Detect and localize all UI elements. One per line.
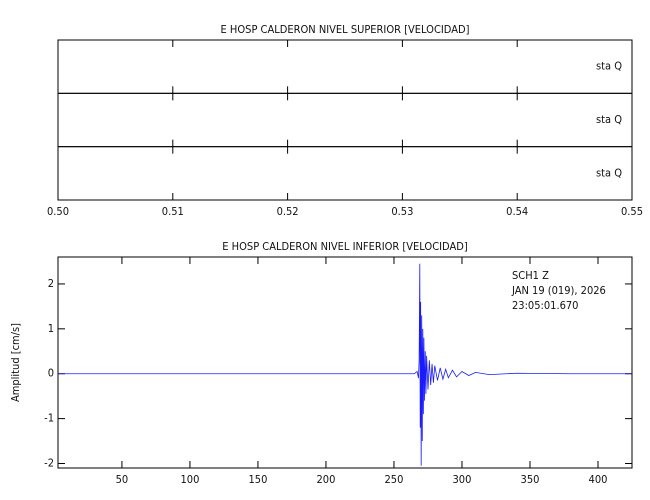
annotation: SCH1 Z [512,269,549,282]
waveform [58,263,632,466]
y-tick-label: 1 [48,322,54,335]
y-tick-label: 2 [48,277,54,290]
annotation: 23:05:01.670 [512,299,578,312]
x-tick-label: 0.53 [391,205,413,218]
panel-label: sta Q [596,60,622,73]
x-tick-label: 200 [317,473,336,486]
x-tick-label: 0.52 [277,205,299,218]
panel-label: sta Q [596,166,622,179]
panel-frame [57,146,633,201]
annotation: JAN 19 (019), 2026 [511,284,606,297]
x-tick-label: 350 [521,473,540,486]
panel-frame [57,92,633,148]
x-tick-label: 150 [249,473,268,486]
x-tick-label: 250 [385,473,404,486]
y-tick-label: -2 [44,457,54,470]
x-tick-label: 0.55 [621,205,643,218]
plot-frame [57,256,633,469]
y-tick-label: 0 [48,367,54,380]
x-tick-label: 300 [453,473,472,486]
y-tick-label: -1 [44,412,54,425]
x-tick-label: 50 [116,473,129,486]
x-tick-label: 0.51 [162,205,184,218]
x-tick-label: 400 [589,473,608,486]
x-tick-label: 0.50 [47,205,69,218]
y-axis-label: Amplitud [cm/s] [9,323,22,402]
x-tick-label: 0.54 [506,205,528,218]
chart-title: E HOSP CALDERON NIVEL SUPERIOR [VELOCIDA… [221,23,470,36]
panel-label: sta Q [596,113,622,126]
chart-title: E HOSP CALDERON NIVEL INFERIOR [VELOCIDA… [222,240,468,253]
panel-frame [57,39,633,94]
x-tick-label: 100 [180,473,199,486]
